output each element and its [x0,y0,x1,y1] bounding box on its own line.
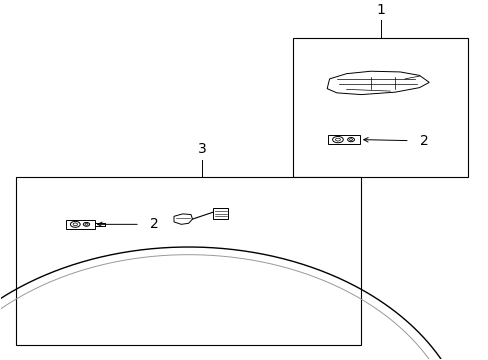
Ellipse shape [85,224,88,225]
Polygon shape [212,208,228,219]
Text: 2: 2 [419,134,427,148]
Ellipse shape [349,139,352,140]
Text: 1: 1 [375,3,384,17]
Polygon shape [326,71,428,95]
Ellipse shape [73,223,77,226]
Polygon shape [66,220,95,229]
Ellipse shape [70,221,80,227]
Bar [292,38,467,177]
Ellipse shape [347,138,354,142]
Text: 3: 3 [198,142,206,156]
Ellipse shape [332,136,343,143]
Ellipse shape [335,138,340,141]
Bar [16,177,361,345]
Polygon shape [327,135,359,144]
Text: 2: 2 [149,217,158,231]
Ellipse shape [83,222,89,226]
Polygon shape [174,214,192,224]
